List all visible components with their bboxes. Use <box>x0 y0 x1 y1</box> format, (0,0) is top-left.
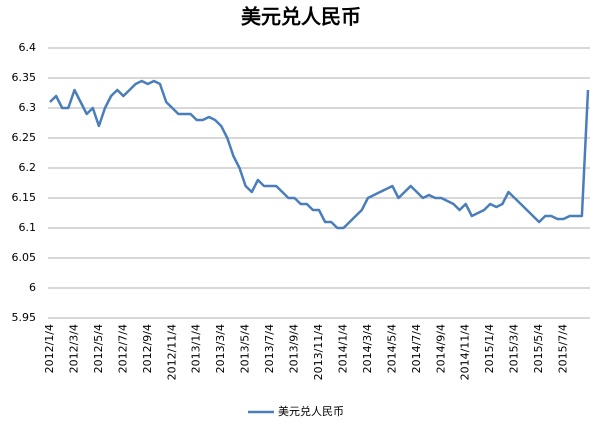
x-tick-label: 2013/9/4 <box>288 324 301 373</box>
legend-label: 美元兑人民币 <box>278 404 344 418</box>
y-tick-label: 5.95 <box>12 311 37 324</box>
x-tick-label: 2012/7/4 <box>116 324 129 373</box>
y-tick-label: 6.35 <box>12 71 37 84</box>
y-tick-label: 6 <box>29 281 36 294</box>
x-tick-label: 2014/3/4 <box>361 324 374 373</box>
y-tick-label: 6.4 <box>19 41 37 54</box>
x-tick-label: 2012/1/4 <box>43 324 56 373</box>
x-tick-label: 2015/7/4 <box>557 324 570 373</box>
x-tick-label: 2014/11/4 <box>459 324 472 380</box>
x-tick-label: 2014/9/4 <box>434 324 447 373</box>
x-tick-label: 2014/1/4 <box>336 324 349 373</box>
x-tick-label: 2012/5/4 <box>92 324 105 373</box>
x-tick-label: 2013/1/4 <box>190 324 203 373</box>
y-tick-label: 6.1 <box>19 221 37 234</box>
y-tick-label: 6.3 <box>19 101 37 114</box>
x-tick-label: 2014/5/4 <box>385 324 398 373</box>
x-tick-label: 2012/11/4 <box>165 324 178 380</box>
y-tick-label: 6.25 <box>12 131 37 144</box>
y-tick-label: 6.2 <box>19 161 37 174</box>
chart-title: 美元兑人民币 <box>241 5 361 29</box>
y-tick-label: 6.05 <box>12 251 37 264</box>
x-tick-label: 2015/3/4 <box>508 324 521 373</box>
x-tick-label: 2014/7/4 <box>410 324 423 373</box>
x-tick-label: 2013/3/4 <box>214 324 227 373</box>
y-tick-label: 6.15 <box>12 191 37 204</box>
x-tick-label: 2013/7/4 <box>263 324 276 373</box>
x-tick-label: 2015/5/4 <box>532 324 545 373</box>
x-tick-label: 2015/1/4 <box>483 324 496 373</box>
x-tick-label: 2013/5/4 <box>239 324 252 373</box>
x-tick-label: 2012/3/4 <box>67 324 80 373</box>
data-line <box>49 79 590 230</box>
x-tick-label: 2013/11/4 <box>312 324 325 380</box>
x-tick-label: 2012/9/4 <box>141 324 154 373</box>
